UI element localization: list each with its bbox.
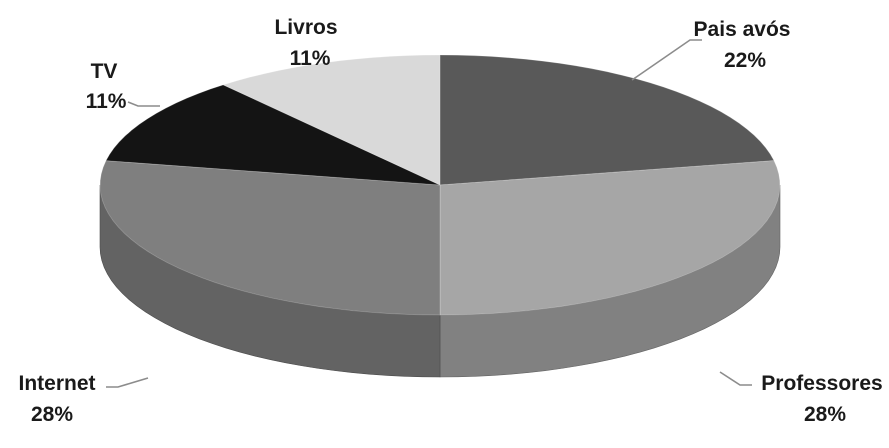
slice-label-livros: Livros bbox=[274, 16, 337, 39]
slice-pais-avos bbox=[439, 54, 775, 186]
slice-value-professores: 28% bbox=[804, 403, 846, 426]
pie-slices bbox=[99, 54, 781, 316]
slice-internet bbox=[99, 160, 441, 316]
slice-value-livros: 11% bbox=[290, 47, 331, 70]
slice-livros bbox=[222, 54, 441, 186]
leader-line-pais-avos bbox=[631, 39, 702, 81]
slice-label-pais-avos: Pais avós bbox=[694, 18, 791, 41]
leader-line-tv bbox=[127, 101, 160, 107]
leader-line-professores bbox=[719, 371, 752, 386]
leader-line-internet bbox=[106, 377, 149, 388]
slice-value-internet: 28% bbox=[31, 403, 73, 426]
slice-value-pais-avos: 22% bbox=[724, 49, 766, 72]
leader-lines bbox=[106, 39, 752, 388]
slice-label-professores: Professores bbox=[761, 372, 882, 395]
slice-tv bbox=[105, 84, 441, 186]
slice-side-internet bbox=[99, 184, 441, 378]
slice-professores bbox=[439, 160, 781, 316]
slice-value-tv: 11% bbox=[86, 90, 127, 113]
slice-label-internet: Internet bbox=[18, 372, 95, 395]
slice-label-tv: TV bbox=[91, 60, 118, 83]
slice-labels: Pais avós 22% Professores 28% Internet 2… bbox=[18, 16, 882, 426]
